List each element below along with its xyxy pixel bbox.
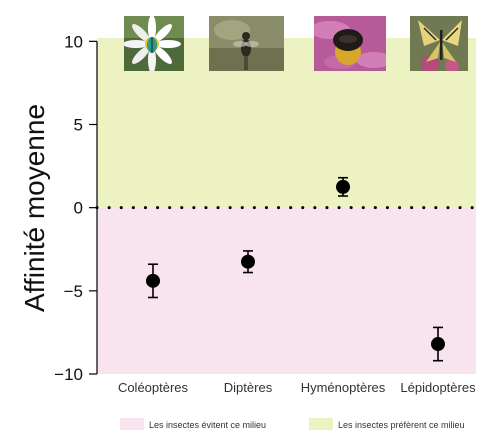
y-tick-label: 5 [74,115,83,134]
swallowtail-butterfly-photo [410,16,468,71]
legend-label: Les insectes évitent ce milieu [149,420,266,430]
data-points [146,176,445,362]
data-point-3 [431,326,445,362]
point-marker [336,179,350,194]
point-marker [431,337,445,352]
insect-photos [124,16,468,71]
legend: Les insectes évitent ce milieu Les insect… [120,418,465,430]
y-tick-label: 10 [64,32,83,51]
point-marker [241,254,255,269]
y-tick-label: −5 [64,282,83,301]
y-tick-label: 0 [74,199,83,218]
y-tick-label: −10 [54,365,83,384]
bumblebee-on-flower-photo [314,16,386,71]
fly-photo [209,16,284,71]
point-marker [146,273,160,288]
y-axis-label: Affinité moyenne [19,104,50,312]
beetle-on-daisy-photo [124,16,184,71]
region-band-1 [97,207,476,374]
legend-swatch [309,418,333,430]
legend-swatch [120,418,144,430]
legend-item-1: Les insectes préfèrent ce milieu [309,418,465,430]
legend-label: Les insectes préfèrent ce milieu [338,420,465,430]
x-tick-labels: Coléoptères Diptères Hyménoptères Lépidoptè… [118,380,476,395]
y-axis: −10 −5 0 5 10 [54,32,98,384]
data-point-1 [241,250,255,274]
data-point-2 [336,176,350,197]
background-regions [97,38,476,374]
x-tick-label: Diptères [224,380,273,395]
data-point-0 [146,263,160,299]
x-tick-label: Coléoptères [118,380,189,395]
legend-item-0: Les insectes évitent ce milieu [120,418,266,430]
x-tick-label: Hyménoptères [301,380,386,395]
x-tick-label: Lépidoptères [400,380,476,395]
